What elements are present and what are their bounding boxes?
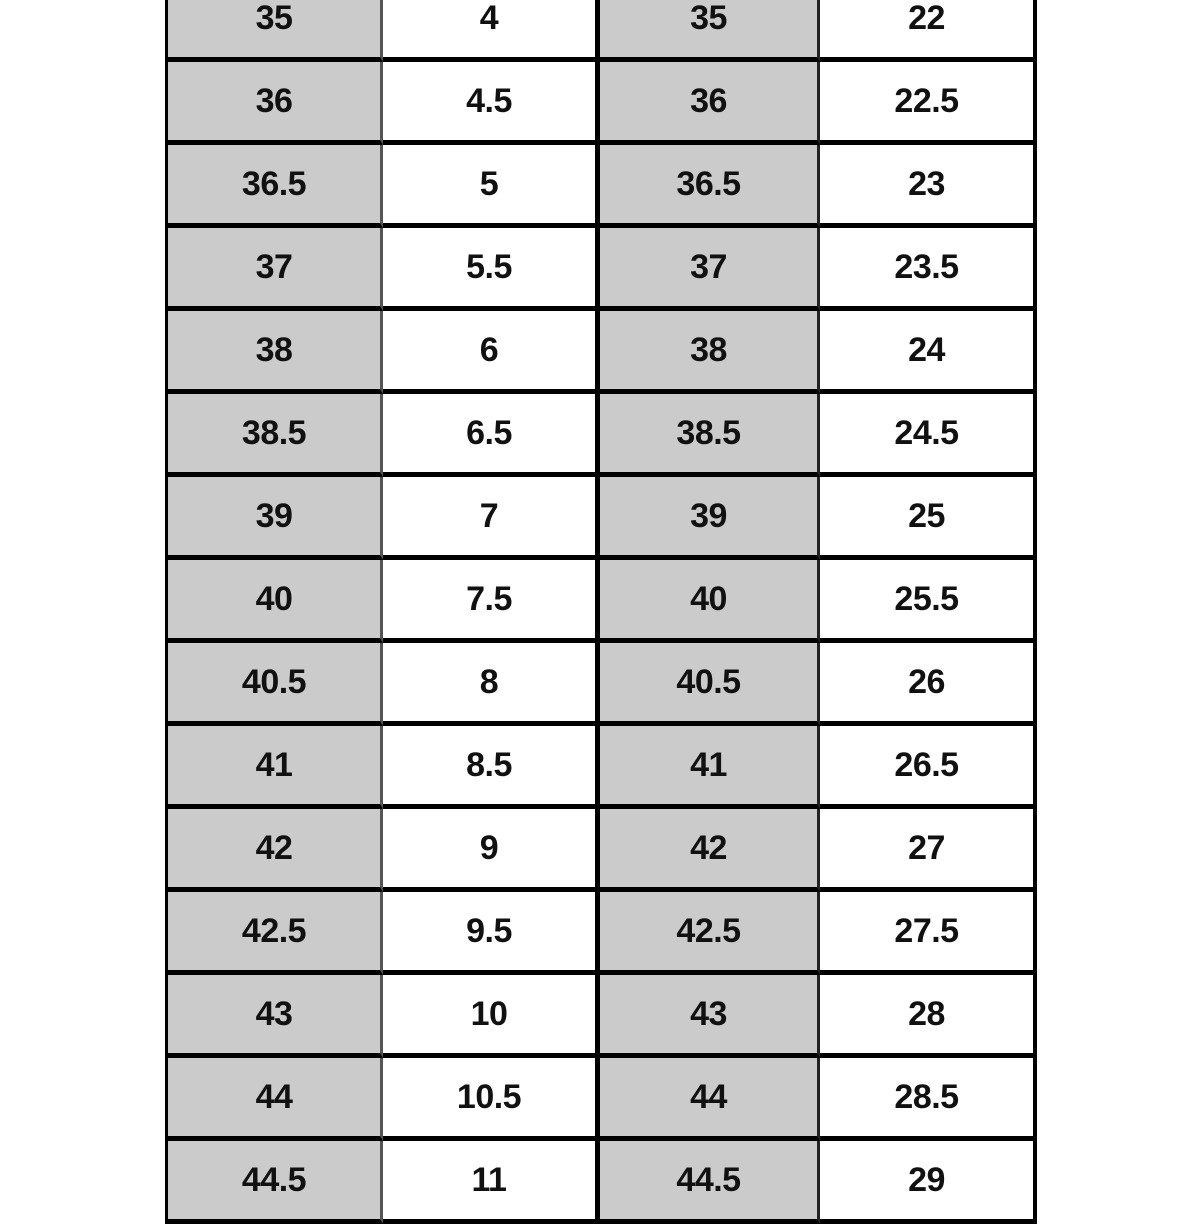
table-cell: 26 [820, 643, 1037, 726]
table-cell: 5.5 [383, 228, 600, 311]
table-cell: 39 [165, 477, 383, 560]
table-cell: 24 [820, 311, 1037, 394]
table-cell: 23 [820, 145, 1037, 228]
table-cell: 4.5 [383, 62, 600, 145]
table-cell: 36.5 [600, 145, 820, 228]
table-row: 42.5 9.5 42.5 27.5 [165, 892, 1037, 975]
table-cell: 40 [165, 560, 383, 643]
table-row: 43 10 43 28 [165, 975, 1037, 1058]
table-row: 41 8.5 41 26.5 [165, 726, 1037, 809]
table-cell: 26.5 [820, 726, 1037, 809]
table-cell: 29 [820, 1141, 1037, 1224]
table-cell: 4 [383, 0, 600, 62]
table-row: 40.5 8 40.5 26 [165, 643, 1037, 726]
table-row: 36 4.5 36 22.5 [165, 62, 1037, 145]
table-row: 35 4 35 22 [165, 0, 1037, 62]
table-cell: 27.5 [820, 892, 1037, 975]
table-row: 36.5 5 36.5 23 [165, 145, 1037, 228]
table-cell: 27 [820, 809, 1037, 892]
table-row: 40 7.5 40 25.5 [165, 560, 1037, 643]
table-cell: 42 [165, 809, 383, 892]
table-cell: 38.5 [165, 394, 383, 477]
table-cell: 8 [383, 643, 600, 726]
table-cell: 11 [383, 1141, 600, 1224]
table-cell: 6.5 [383, 394, 600, 477]
table-cell: 42.5 [600, 892, 820, 975]
table-row: 38.5 6.5 38.5 24.5 [165, 394, 1037, 477]
table-cell: 28 [820, 975, 1037, 1058]
table-cell: 7.5 [383, 560, 600, 643]
table-cell: 25.5 [820, 560, 1037, 643]
table-cell: 38.5 [600, 394, 820, 477]
table-cell: 36.5 [165, 145, 383, 228]
table-cell: 44 [165, 1058, 383, 1141]
table-cell: 10.5 [383, 1058, 600, 1141]
table-cell: 22 [820, 0, 1037, 62]
table-cell: 5 [383, 145, 600, 228]
table-row: 38 6 38 24 [165, 311, 1037, 394]
table-cell: 25 [820, 477, 1037, 560]
table-cell: 6 [383, 311, 600, 394]
table-cell: 38 [600, 311, 820, 394]
table-row: 39 7 39 25 [165, 477, 1037, 560]
table-cell: 9 [383, 809, 600, 892]
table-row: 37 5.5 37 23.5 [165, 228, 1037, 311]
table-cell: 36 [165, 62, 383, 145]
table-cell: 38 [165, 311, 383, 394]
table-cell: 35 [165, 0, 383, 62]
table-cell: 37 [165, 228, 383, 311]
table-cell: 35 [600, 0, 820, 62]
table-row: 44 10.5 44 28.5 [165, 1058, 1037, 1141]
table-row: 42 9 42 27 [165, 809, 1037, 892]
table-cell: 42 [600, 809, 820, 892]
table-cell: 44.5 [600, 1141, 820, 1224]
table-cell: 40 [600, 560, 820, 643]
table-cell: 28.5 [820, 1058, 1037, 1141]
table-cell: 41 [600, 726, 820, 809]
table-cell: 42.5 [165, 892, 383, 975]
table-cell: 10 [383, 975, 600, 1058]
table-cell: 7 [383, 477, 600, 560]
table-cell: 40.5 [165, 643, 383, 726]
table-cell: 44.5 [165, 1141, 383, 1224]
table-cell: 43 [600, 975, 820, 1058]
table-cell: 39 [600, 477, 820, 560]
table-cell: 40.5 [600, 643, 820, 726]
table-cell: 41 [165, 726, 383, 809]
table-cell: 44 [600, 1058, 820, 1141]
table-cell: 24.5 [820, 394, 1037, 477]
table-cell: 9.5 [383, 892, 600, 975]
table-cell: 8.5 [383, 726, 600, 809]
table-cell: 23.5 [820, 228, 1037, 311]
table-row: 44.5 11 44.5 29 [165, 1141, 1037, 1224]
table-cell: 43 [165, 975, 383, 1058]
table-cell: 36 [600, 62, 820, 145]
table-cell: 37 [600, 228, 820, 311]
table-cell: 22.5 [820, 62, 1037, 145]
size-conversion-table: 35 4 35 22 36 4.5 36 22.5 36.5 5 36.5 23 37 5.5 37 23.5… [165, 0, 1037, 1224]
